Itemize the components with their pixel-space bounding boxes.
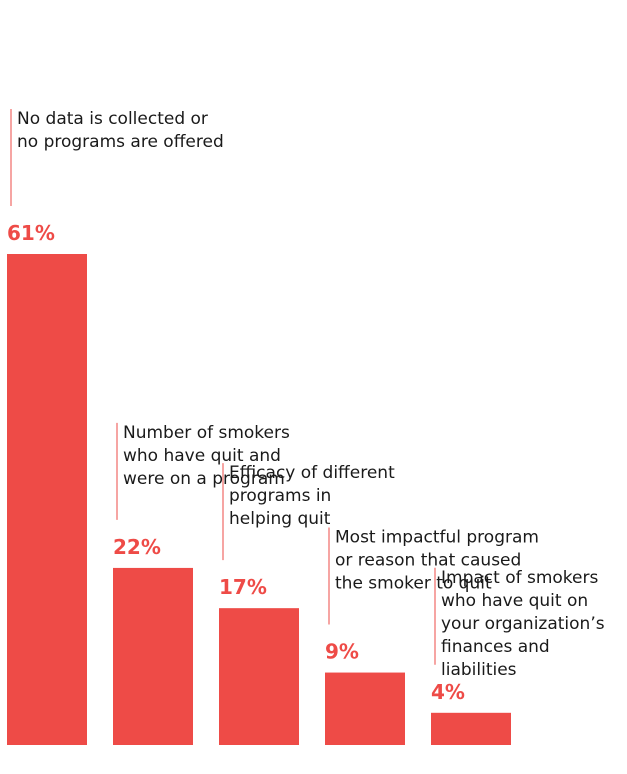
category-label-3: Efficacy of different programs in helping … — [229, 463, 395, 529]
category-label-4: Most impactful program or reason that cau… — [335, 528, 539, 594]
bar-3 — [219, 608, 299, 745]
category-label-line: No data is collected or — [17, 109, 208, 129]
category-label-5: Impact of smokers who have quit on your or… — [441, 568, 605, 680]
category-label-line: were on a program — [123, 469, 285, 489]
category-label-2: Number of smokers who have quit and were o… — [123, 423, 290, 489]
category-label-line: or reason that caused — [335, 551, 521, 571]
bar-5 — [431, 712, 511, 745]
value-label-3: 17% — [219, 575, 267, 599]
value-label-5: 4% — [431, 680, 465, 704]
category-label-line: programs in — [229, 486, 331, 506]
category-label-1: No data is collected or no programs are o… — [17, 109, 224, 152]
category-label-line: Most impactful program — [335, 528, 539, 548]
category-label-line: Impact of smokers — [441, 568, 598, 588]
category-label-line: liabilities — [441, 660, 517, 680]
category-label-line: Efficacy of different — [229, 463, 395, 483]
value-label-4: 9% — [325, 640, 359, 664]
category-label-line: the smoker to quit — [335, 574, 492, 594]
category-label-line: who have quit and — [123, 446, 281, 466]
category-label-line: Number of smokers — [123, 423, 290, 443]
value-label-1: 61% — [7, 221, 55, 245]
category-label-line: finances and — [441, 637, 550, 657]
category-label-line: your organization’s — [441, 614, 605, 634]
category-label-line: helping quit — [229, 509, 331, 529]
category-label-line: who have quit on — [441, 591, 588, 611]
bar-4 — [325, 672, 405, 745]
bar-1 — [7, 254, 87, 745]
bar-2 — [113, 567, 193, 745]
category-label-line: no programs are offered — [17, 132, 224, 152]
value-label-2: 22% — [113, 535, 161, 559]
